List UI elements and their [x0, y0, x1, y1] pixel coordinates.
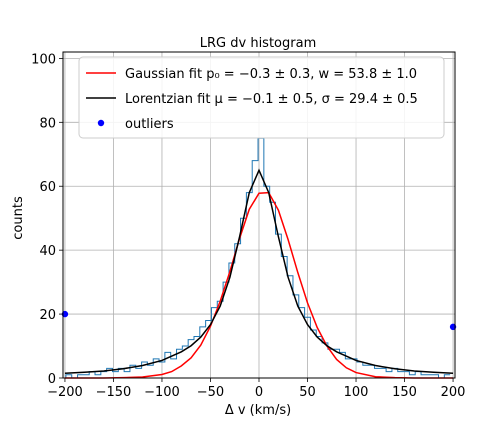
legend-box: [78, 56, 445, 139]
y-axis-label: counts: [11, 196, 26, 240]
x-axis-ticks: −200 −150 −100 −50 0 50 100 150 200: [47, 378, 465, 400]
x-tick-label-2: −100: [144, 385, 180, 400]
histogram-bars: [65, 137, 451, 379]
y-tick-label-5: 100: [31, 52, 56, 67]
x-tick-label-1: −150: [96, 385, 132, 400]
x-axis-label: Δ v (km/s): [225, 403, 291, 418]
y-tick-label-3: 60: [39, 180, 56, 195]
x-tick-label-3: −50: [197, 385, 224, 400]
y-tick-label-2: 40: [39, 244, 56, 259]
x-tick-label-4: 0: [255, 385, 263, 400]
x-tick-label-7: 150: [392, 385, 417, 400]
x-tick-label-8: 200: [441, 385, 466, 400]
legend: Gaussian fit p₀ = −0.3 ± 0.3, w = 53.8 ±…: [78, 56, 445, 139]
histogram-step: [65, 137, 451, 379]
gaussian-fit-line: [64, 191, 454, 379]
legend-label-0: Gaussian fit p₀ = −0.3 ± 0.3, w = 53.8 ±…: [125, 67, 417, 82]
chart-title: LRG dv histogram: [200, 36, 316, 51]
y-tick-label-4: 80: [39, 116, 56, 131]
x-tick-label-0: −200: [47, 385, 83, 400]
y-axis-ticks: 0 20 40 60 80 100: [31, 52, 63, 387]
y-tick-label-0: 0: [48, 372, 56, 387]
y-tick-label-1: 20: [39, 308, 56, 323]
x-tick-label-5: 50: [299, 385, 316, 400]
legend-label-2: outliers: [125, 117, 174, 132]
lorentzian-fit-line: [64, 168, 454, 374]
legend-swatch-2: [97, 119, 105, 127]
fit-lines: [64, 168, 454, 379]
legend-label-1: Lorentzian fit μ = −0.1 ± 0.5, σ = 29.4 …: [125, 92, 418, 107]
x-tick-label-6: 100: [344, 385, 369, 400]
